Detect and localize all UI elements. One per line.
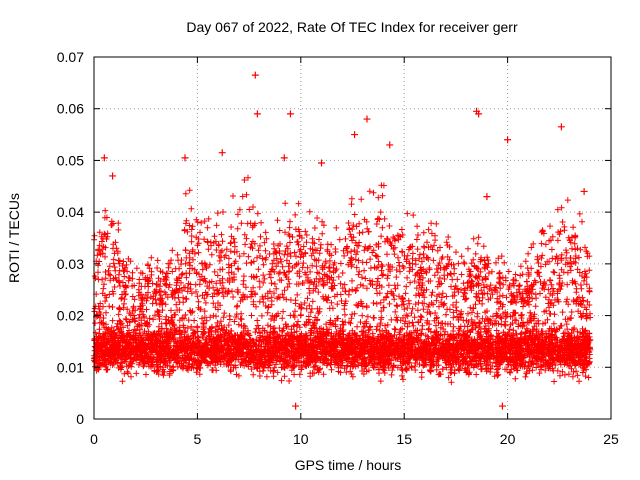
x-tick-label: 25 [603,431,619,447]
y-tick-label: 0.01 [57,359,84,375]
data-point [351,131,359,139]
x-axis-label: GPS time / hours [295,457,402,473]
data-point [386,141,394,149]
data-point [580,187,588,195]
data-point [109,172,117,180]
y-tick-label: 0.03 [57,256,84,272]
y-tick-label: 0.06 [57,101,84,117]
data-point [475,110,483,118]
plot-frame [93,56,612,420]
x-tick-label: 20 [500,431,516,447]
data-point [286,110,294,118]
chart-title: Day 067 of 2022, Rate Of TEC Index for r… [186,19,518,35]
x-tick-label: 0 [90,431,98,447]
scatter-markers [91,174,594,386]
data-point [363,115,371,123]
x-tick-label: 10 [293,431,309,447]
data-point [218,149,226,157]
data-point [253,110,261,118]
data-point [292,402,300,410]
x-tick-label: 5 [194,431,202,447]
data-point [498,402,506,410]
y-axis-label: ROTI / TECUs [6,193,22,283]
y-tick-label: 0 [76,411,84,427]
y-tick-label: 0.04 [57,204,84,220]
data-point [317,159,325,167]
y-tick-label: 0.07 [57,49,84,65]
data-point [280,154,288,162]
data-point [251,71,259,79]
axis-ticks: 0 0.01 0.02 0.03 0.04 0.05 0.06 0.07 0 5 10 15 20 25 [57,49,619,447]
data-point [557,123,565,131]
data-point [483,193,491,201]
data-point [181,154,189,162]
data-point [504,136,512,144]
y-tick-label: 0.02 [57,308,84,324]
x-tick-label: 15 [396,431,412,447]
data-point [100,154,108,162]
y-tick-label: 0.05 [57,152,84,168]
data-points [91,71,594,410]
